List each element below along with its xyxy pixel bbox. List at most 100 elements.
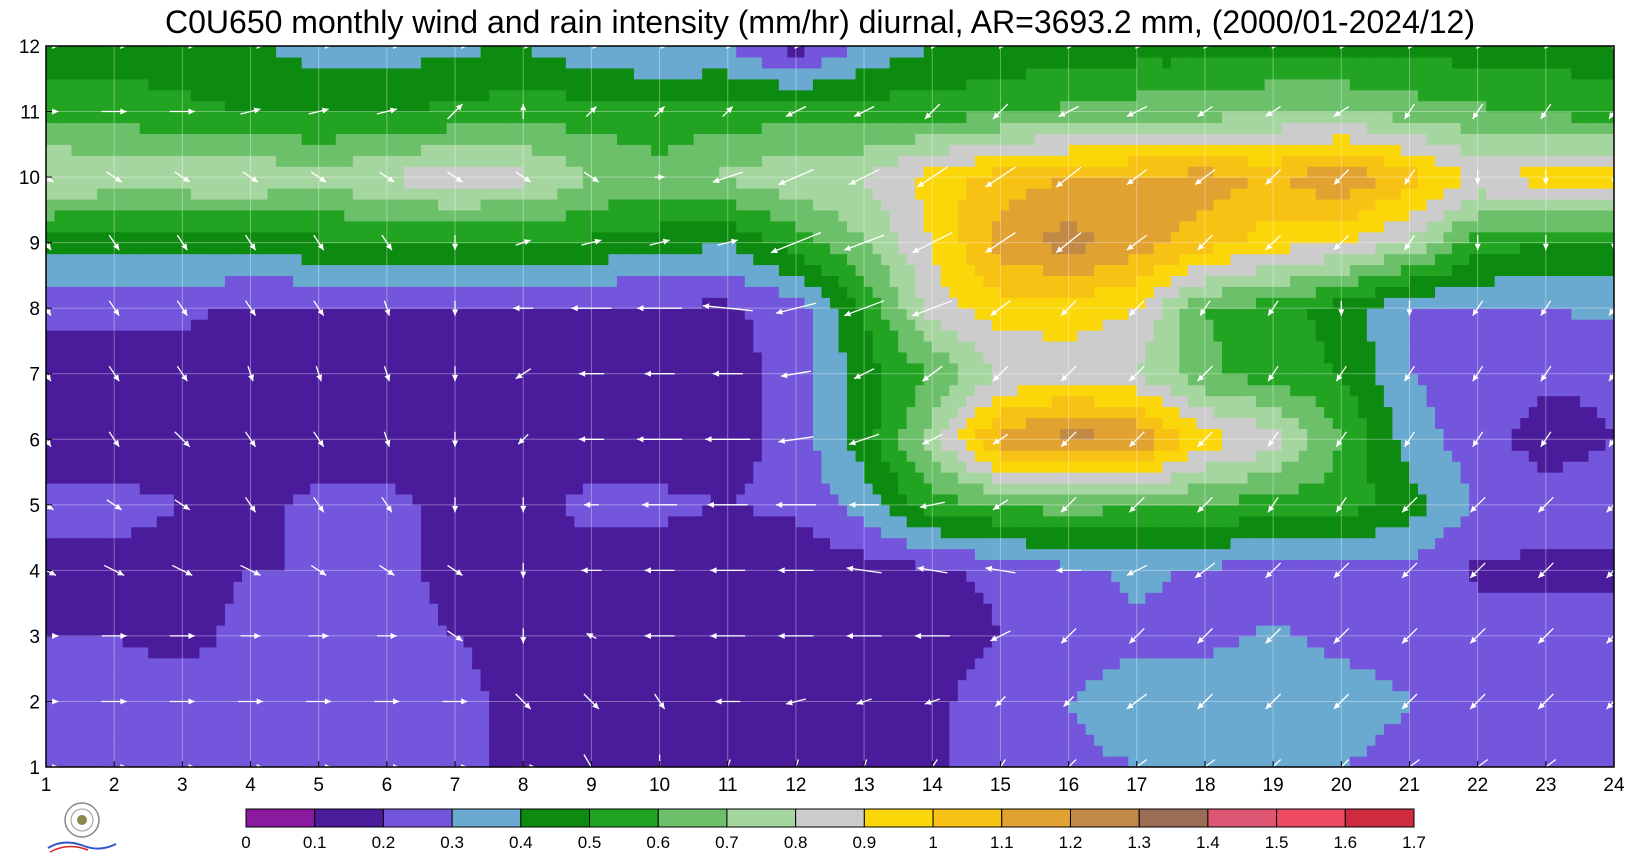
- heat-cell: [1239, 537, 1249, 550]
- heat-cell: [1332, 690, 1342, 703]
- heat-cell: [736, 482, 746, 495]
- heat-cell: [557, 690, 567, 703]
- heat-cell: [685, 701, 695, 713]
- heat-cell: [173, 482, 183, 495]
- heat-cell: [1383, 756, 1394, 767]
- heat-cell: [284, 668, 294, 681]
- heat-cell: [276, 559, 286, 571]
- heat-cell: [1520, 690, 1530, 703]
- heat-cell: [455, 559, 465, 571]
- heat-cell: [659, 548, 669, 561]
- heat-cell: [1102, 635, 1112, 648]
- heat-cell: [54, 614, 64, 626]
- heat-cell: [744, 635, 754, 648]
- heat-cell: [310, 450, 320, 462]
- heat-cell: [1051, 734, 1061, 746]
- heat-cell: [1426, 657, 1436, 670]
- heat-cell: [983, 624, 993, 637]
- heat-cell: [1452, 734, 1462, 746]
- heat-cell: [472, 461, 482, 473]
- heat-cell: [1315, 592, 1325, 604]
- heatmap-layer: [46, 46, 1614, 767]
- heat-cell: [1596, 614, 1607, 626]
- heat-cell: [599, 734, 610, 746]
- heat-cell: [455, 581, 465, 593]
- heat-cell: [207, 701, 218, 713]
- heat-cell: [1341, 635, 1351, 648]
- heat-cell: [386, 635, 396, 648]
- heat-cell: [165, 461, 175, 473]
- heat-cell: [506, 515, 516, 528]
- heat-cell: [46, 756, 56, 767]
- heat-cell: [1213, 657, 1223, 670]
- heat-cell: [1162, 690, 1172, 703]
- heat-cell: [1511, 515, 1521, 528]
- heat-cell: [812, 624, 823, 637]
- heat-cell: [872, 668, 882, 681]
- heat-cell: [378, 701, 388, 713]
- heat-cell: [778, 559, 788, 571]
- heat-cell: [318, 646, 328, 659]
- heat-cell: [403, 526, 414, 539]
- heat-cell: [1068, 515, 1078, 528]
- heat-cell: [804, 450, 814, 462]
- heat-cell: [557, 592, 567, 604]
- heat-cell: [335, 624, 345, 637]
- heat-cell: [889, 526, 899, 539]
- heat-cell: [71, 581, 81, 593]
- heat-cell: [386, 570, 396, 582]
- heat-cell: [1239, 515, 1249, 528]
- heat-cell: [1128, 537, 1138, 550]
- heat-cell: [463, 537, 473, 550]
- heat-cell: [557, 701, 567, 713]
- heat-cell: [540, 712, 550, 724]
- heat-cell: [1298, 526, 1308, 539]
- heat-cell: [1554, 570, 1564, 582]
- heat-cell: [770, 504, 780, 517]
- heat-cell: [1426, 712, 1436, 724]
- heat-cell: [957, 548, 967, 561]
- heat-cell: [429, 439, 439, 451]
- heat-cell: [659, 723, 669, 735]
- heat-cell: [105, 493, 115, 506]
- heat-cell: [932, 701, 942, 713]
- heat-cell: [1051, 646, 1061, 659]
- heat-cell: [1060, 515, 1070, 528]
- heat-cell: [182, 756, 192, 767]
- heat-cell: [97, 537, 107, 550]
- heat-cell: [1494, 723, 1504, 735]
- heat-cell: [216, 581, 226, 593]
- heat-cell: [1341, 504, 1351, 517]
- heat-cell: [250, 734, 260, 746]
- heat-cell: [173, 690, 183, 703]
- heat-cell: [1179, 756, 1189, 767]
- heat-cell: [463, 603, 473, 615]
- heat-cell: [301, 592, 311, 604]
- heat-cell: [770, 657, 780, 670]
- heat-cell: [182, 482, 192, 495]
- heat-cell: [847, 537, 857, 550]
- heat-cell: [1111, 603, 1121, 615]
- heat-cell: [957, 581, 967, 593]
- heat-cell: [548, 756, 558, 767]
- heat-cell: [514, 559, 524, 571]
- heat-cell: [1136, 581, 1146, 593]
- heat-cell: [1477, 548, 1487, 561]
- heat-cell: [420, 570, 431, 582]
- heat-cell: [378, 504, 388, 517]
- heat-cell: [770, 472, 780, 484]
- heat-cell: [327, 646, 337, 659]
- heat-cell: [1273, 592, 1283, 604]
- heat-cell: [557, 450, 567, 462]
- heat-cell: [1452, 723, 1462, 735]
- heat-cell: [395, 515, 405, 528]
- heat-cell: [446, 526, 456, 539]
- heat-cell: [812, 515, 823, 528]
- heat-cell: [480, 745, 490, 757]
- heat-cell: [429, 679, 439, 692]
- heat-cell: [582, 690, 592, 703]
- heat-cell: [173, 701, 183, 713]
- heat-cell: [1187, 570, 1198, 582]
- heat-cell: [369, 439, 379, 451]
- heat-cell: [787, 723, 797, 735]
